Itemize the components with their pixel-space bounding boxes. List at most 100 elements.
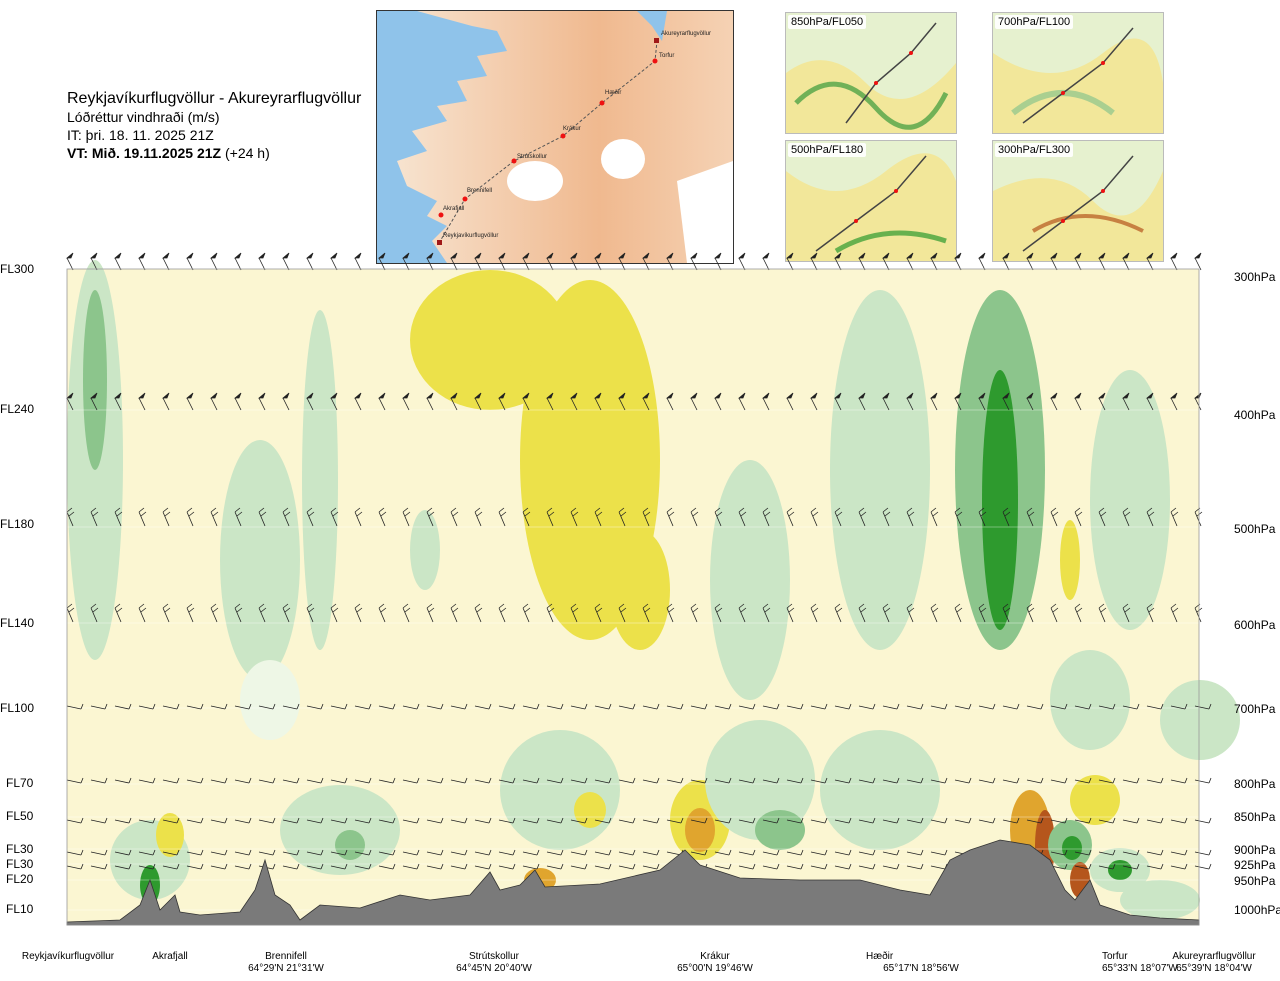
wind-barb-5-307: [306, 777, 324, 784]
wind-barb-7-691: [690, 849, 708, 856]
wind-barb-2-331: [330, 507, 339, 527]
wind-barb-4-355: [354, 703, 372, 710]
route-map-svg: Akureyrarflugvöllur Torfur Hæðir Krákur …: [397, 11, 733, 263]
wind-barb-6-1051: [1050, 817, 1068, 824]
wind-barb-6-451: [450, 817, 468, 824]
hpa-label-925: 925hPa: [1234, 858, 1276, 872]
fl-label-20: FL20: [6, 872, 34, 886]
wind-barb-7-883: [882, 849, 900, 856]
wind-barb-8-331: [330, 863, 348, 870]
wind-barb-7-1075: [1074, 849, 1092, 856]
wind-barb-7-211: [210, 849, 228, 856]
route-map: Akureyrarflugvöllur Torfur Hæðir Krákur …: [376, 10, 734, 264]
wind-barb-2-1099: [1098, 507, 1107, 527]
wind-barb-4-1099: [1098, 703, 1116, 710]
wind-barb-4-955: [954, 703, 972, 710]
wind-barb-1-331: [329, 392, 338, 411]
wind-barb-6-379: [378, 817, 396, 824]
level-map-500: 500hPa/FL180: [785, 140, 957, 262]
wind-barb-0-763: [761, 252, 770, 271]
fl-label-30a: FL30: [6, 842, 34, 856]
wind-barb-6-331: [330, 817, 348, 824]
wind-barb-8-739: [738, 863, 756, 870]
xpoint-brennifell: Brennifell 64°29'N 21°31'W: [248, 951, 324, 974]
wind-barb-8-283: [282, 863, 300, 870]
wind-barb-7-427: [426, 849, 444, 856]
wind-barb-3-643: [642, 603, 651, 623]
field-cell-34: [1070, 775, 1120, 825]
wind-barb-3-1147: [1146, 603, 1155, 623]
route-title: Reykjavíkurflugvöllur - Akureyrarflugvöl…: [67, 90, 362, 107]
chart-title-block: Reykjavíkurflugvöllur - Akureyrarflugvöl…: [67, 90, 361, 162]
wind-barb-4-595: [594, 703, 612, 710]
level-map-700-label: 700hPa/FL100: [995, 15, 1074, 29]
wind-barb-5-379: [378, 777, 396, 784]
wind-barb-7-1099: [1098, 849, 1116, 856]
wind-barb-7-787: [786, 849, 804, 856]
wind-barb-2-859: [858, 507, 867, 527]
wind-barb-7-91: [90, 849, 108, 856]
wind-barb-6-907: [906, 817, 924, 824]
wind-barb-2-355: [354, 507, 363, 527]
wind-barb-4-763: [762, 703, 780, 710]
wind-barb-5-115: [114, 777, 132, 784]
wind-barb-1-1003: [1001, 392, 1010, 411]
wind-barb-0-955: [953, 252, 962, 271]
wind-barb-4-931: [930, 703, 948, 710]
wind-barb-0-91: [89, 252, 98, 271]
xpoint-strutskollur: Strútskollur 64°45'N 20°40'W: [456, 951, 532, 974]
wind-barb-0-691: [689, 252, 698, 271]
wind-barb-5-595: [594, 777, 612, 784]
wind-barb-1-1171: [1169, 392, 1178, 411]
field-cell-38: [1120, 880, 1200, 920]
hpa-label-300: 300hPa: [1234, 270, 1276, 284]
wind-barb-7-1123: [1122, 849, 1140, 856]
wind-barb-1-475: [473, 392, 482, 411]
wind-barb-2-1051: [1050, 507, 1059, 527]
field-cell-10: [830, 290, 930, 650]
xpoint-akrafjall: Akrafjall: [152, 951, 188, 962]
point-brennifell: [462, 196, 468, 202]
fl-label-70: FL70: [6, 776, 34, 790]
map-label-reykjavik: Reykjavíkurflugvöllur: [443, 233, 498, 239]
wind-barb-6-883: [882, 817, 900, 824]
wind-barb-0-163: [161, 252, 170, 271]
wind-barb-4-331: [330, 703, 348, 710]
glacier-langjokull: [507, 161, 563, 201]
wind-barb-4-1051: [1050, 703, 1068, 710]
wind-barb-6-1027: [1026, 817, 1044, 824]
wind-barb-2-67: [66, 507, 75, 527]
wind-barb-1-1147: [1145, 392, 1154, 411]
wind-barb-1-139: [137, 392, 146, 411]
wind-barb-5-451: [450, 777, 468, 784]
wind-barb-3-403: [402, 603, 411, 623]
wind-barb-3-163: [162, 603, 171, 623]
wind-barb-5-1051: [1050, 777, 1068, 784]
wind-barb-4-235: [234, 703, 252, 710]
wind-barb-3-139: [138, 603, 147, 623]
wind-barb-5-283: [282, 777, 300, 784]
wind-barb-1-643: [641, 392, 650, 411]
wind-barb-3-763: [762, 603, 771, 623]
wind-barb-0-1003: [1001, 252, 1010, 271]
wind-barb-8-1171: [1170, 863, 1188, 870]
wind-barb-2-1171: [1170, 507, 1179, 527]
wind-barb-5-235: [234, 777, 252, 784]
wind-barb-8-139: [138, 863, 156, 870]
wind-barb-5-1171: [1170, 777, 1188, 784]
level-map-300: 300hPa/FL300: [992, 140, 1164, 262]
wind-barb-5-67: [66, 777, 84, 784]
wind-barb-2-907: [906, 507, 915, 527]
wind-barb-2-1123: [1122, 507, 1131, 527]
wind-barb-8-115: [114, 863, 132, 870]
wind-barb-3-859: [858, 603, 867, 623]
wind-barb-5-907: [906, 777, 924, 784]
wind-barb-0-835: [833, 252, 842, 271]
wind-barb-3-1075: [1074, 603, 1083, 623]
wind-barb-1-907: [905, 392, 914, 411]
wind-barb-8-67: [66, 863, 84, 870]
wind-barb-0-739: [737, 252, 746, 271]
wind-barb-4-883: [882, 703, 900, 710]
wind-barb-5-691: [690, 777, 708, 784]
wind-barb-5-1027: [1026, 777, 1044, 784]
